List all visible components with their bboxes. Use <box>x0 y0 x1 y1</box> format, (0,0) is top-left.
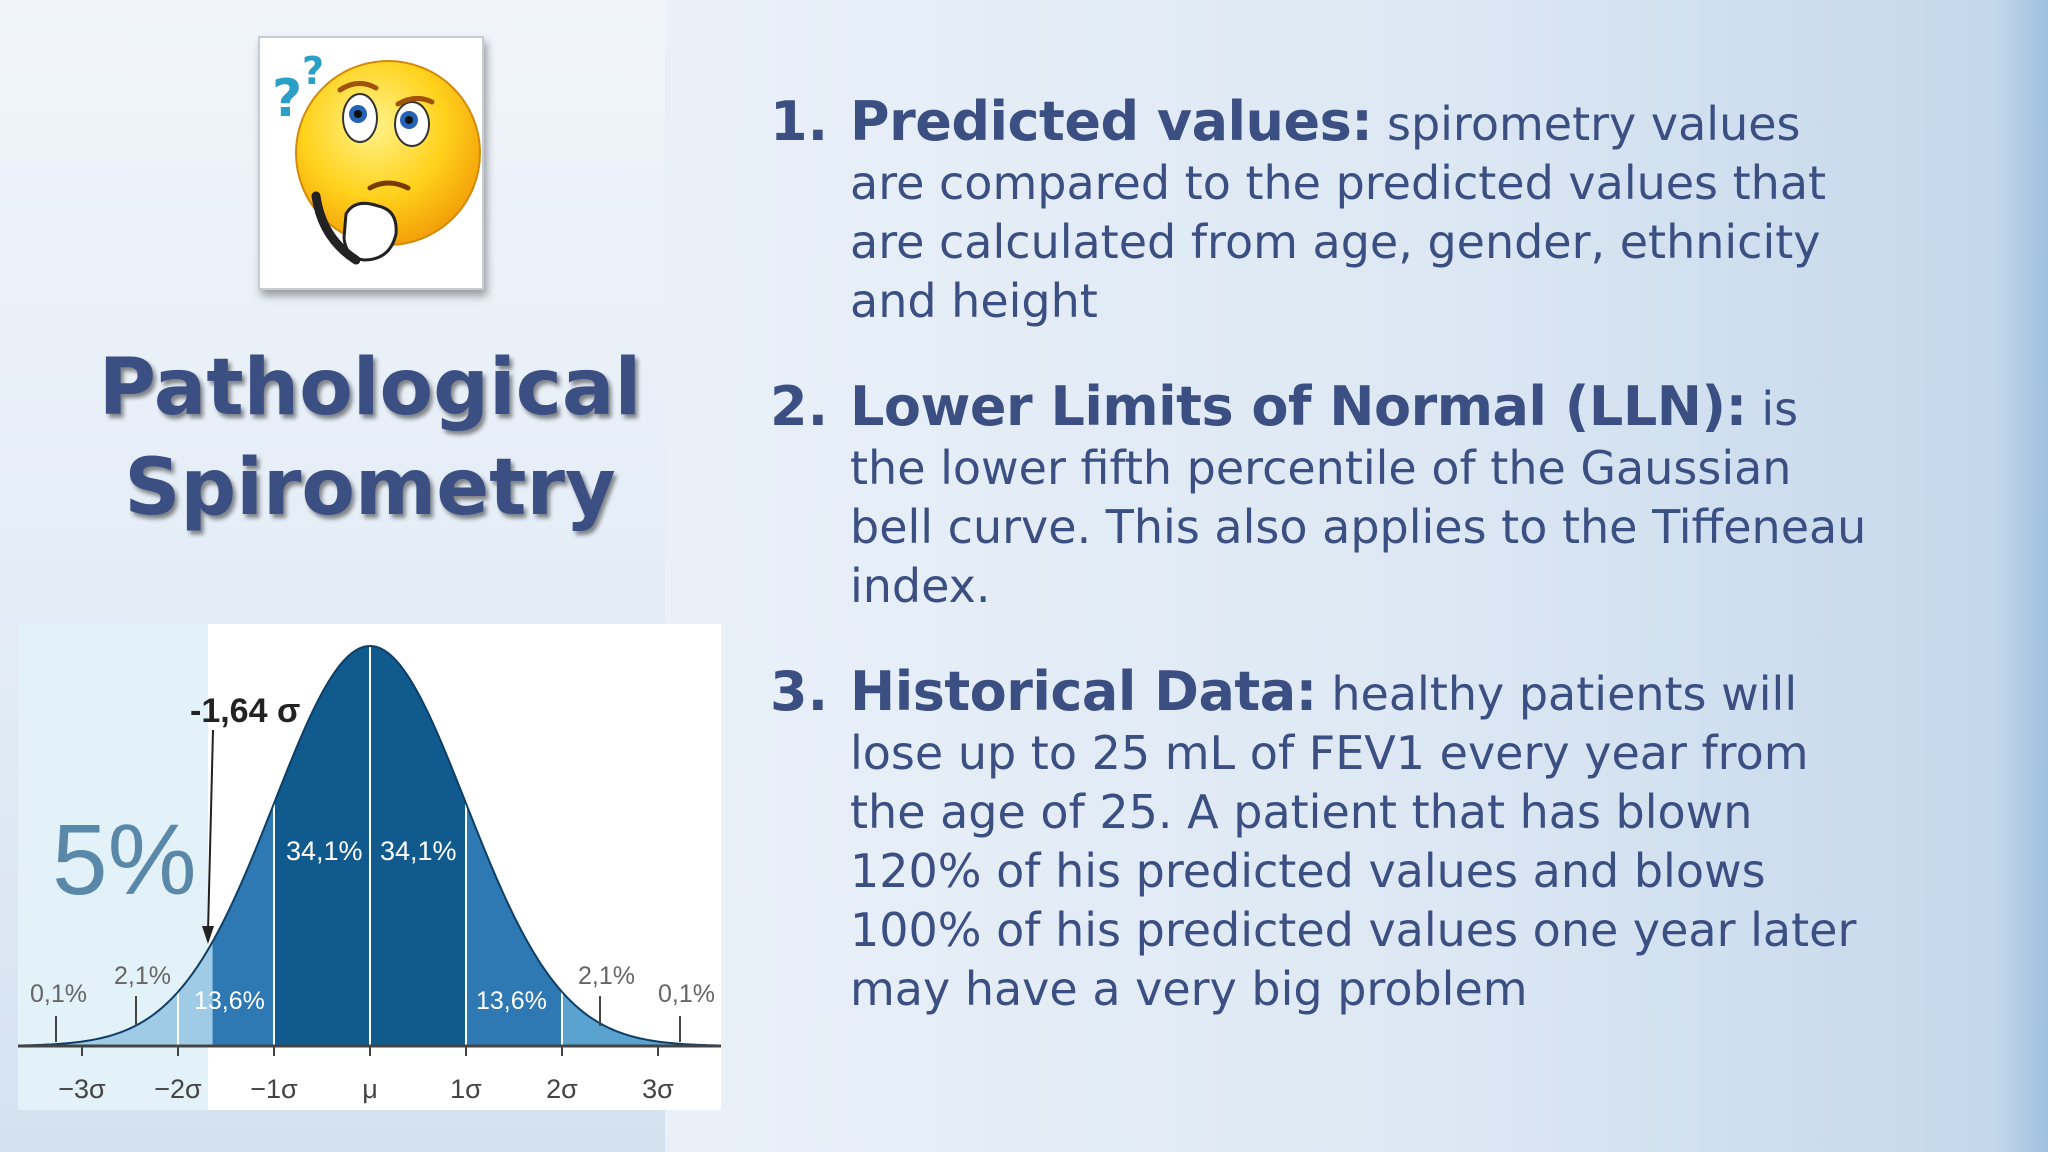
title-line-1: Pathological <box>98 343 642 433</box>
point-number: 1. <box>770 90 829 153</box>
point-body: Lower Limits of Normal (LLN): is the low… <box>850 377 1880 616</box>
svg-text:?: ? <box>272 69 302 129</box>
point-lead: Lower Limits of Normal (LLN): <box>850 375 1747 438</box>
band-label-third-right: 13,6% <box>476 987 547 1015</box>
list-item: 1. Predicted values: spirometry values a… <box>770 92 1880 331</box>
band-label-third-left: 13,6% <box>194 987 265 1015</box>
band-label-outer-right: 0,1% <box>658 980 715 1008</box>
band-label-center-right: 34,1% <box>380 836 457 866</box>
axis-tick-label: 3σ <box>642 1074 674 1104</box>
list-item: 2. Lower Limits of Normal (LLN): is the … <box>770 377 1880 616</box>
point-number: 3. <box>770 660 829 723</box>
svg-text:?: ? <box>302 49 324 93</box>
bell-band-4 <box>562 991 721 1046</box>
axis-tick-label: 1σ <box>450 1074 482 1104</box>
point-text: is the lower fifth percentile of the Gau… <box>850 382 1867 613</box>
band-label-second-right: 2,1% <box>578 962 635 990</box>
point-lead: Predicted values: <box>850 90 1373 153</box>
list-item: 3. Historical Data: healthy patients wil… <box>770 662 1880 1019</box>
axis-tick-label: μ <box>362 1074 378 1104</box>
key-points-list: 1. Predicted values: spirometry values a… <box>770 92 1880 1065</box>
arrow-label: -1,64 σ <box>190 692 300 730</box>
point-text: spirometry values are compared to the pr… <box>850 97 1827 328</box>
band-label-second-left: 2,1% <box>114 962 171 990</box>
slide-title: Pathological Spirometry <box>40 338 700 538</box>
arrow-head <box>202 926 214 944</box>
point-body: Historical Data: healthy patients will l… <box>850 662 1880 1019</box>
point-body: Predicted values: spirometry values are … <box>850 92 1880 331</box>
axis-tick-label: 2σ <box>546 1074 578 1104</box>
tail-percent-label: 5% <box>52 804 197 916</box>
gaussian-bell-curve-figure: −3σ −2σ −1σ μ 1σ 2σ 3σ 5% -1,64 σ 0,1% 2,1% 13… <box>18 624 721 1110</box>
title-line-2: Spirometry <box>124 443 616 533</box>
axis-tick-label: −3σ <box>58 1074 106 1104</box>
band-label-center-left: 34,1% <box>286 836 363 866</box>
point-lead: Historical Data: <box>850 660 1317 723</box>
axis-tick-label: −1σ <box>250 1074 298 1104</box>
right-edge-background <box>1996 0 2048 1152</box>
lower-tail-area <box>18 941 213 1046</box>
band-label-outer-left: 0,1% <box>30 980 87 1008</box>
arrow-line <box>207 729 214 933</box>
thinking-face-question-marks-icon: ? ? <box>258 36 484 290</box>
point-text: healthy patients will lose up to 25 mL o… <box>850 667 1857 1016</box>
point-number: 2. <box>770 375 829 438</box>
axis-tick-label: −2σ <box>154 1074 202 1104</box>
